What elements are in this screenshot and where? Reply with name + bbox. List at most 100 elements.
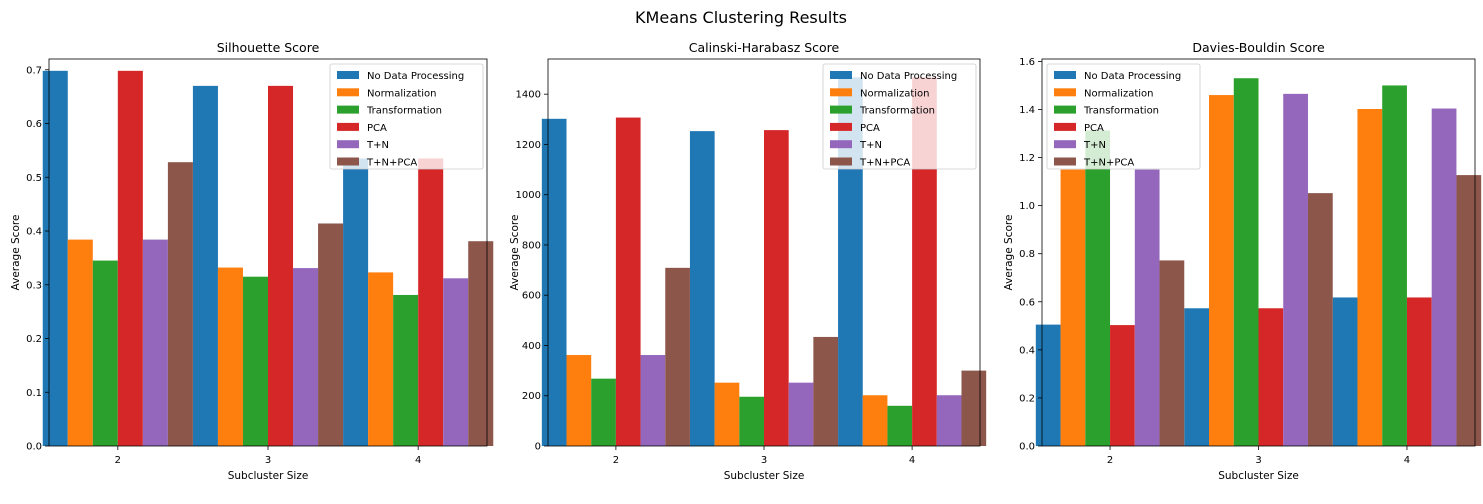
bar-2-3	[1209, 95, 1234, 446]
legend-entry: T+N	[1083, 140, 1106, 151]
bar-3-3	[242, 276, 268, 446]
y-tick-label: 0.3	[26, 280, 42, 291]
legend-swatch	[337, 140, 359, 149]
legend-swatch	[337, 157, 359, 166]
bar-2-4	[1357, 109, 1383, 446]
y-tick-label: 0	[535, 442, 541, 453]
legend: No Data Processing Normalization Transform…	[329, 63, 484, 170]
bar-1-2	[42, 70, 68, 446]
bar-3-3	[739, 396, 764, 446]
bar-5-2	[142, 239, 168, 446]
y-tick-label: 0.6	[26, 119, 42, 130]
legend-swatch	[337, 122, 359, 131]
legend-swatch	[830, 71, 852, 79]
y-tick-label: 1.0	[1019, 201, 1035, 212]
x-tick-label: 3	[761, 455, 767, 466]
y-tick-label: 800	[522, 240, 541, 251]
legend-entry: T+N	[859, 140, 882, 151]
y-tick-label: 200	[522, 391, 541, 402]
chart-title: Calinski-Harabasz Score	[689, 40, 840, 55]
legend-swatch	[1054, 140, 1076, 149]
legend-entry: No Data Processing	[1084, 71, 1181, 82]
x-tick-label: 3	[1255, 455, 1261, 466]
x-axis-label: Subcluster Size	[1218, 470, 1299, 482]
x-tick-label: 2	[115, 455, 121, 466]
legend-entry: PCA	[1084, 123, 1104, 134]
bar-6-4	[468, 241, 494, 446]
bar-6-4	[961, 370, 987, 446]
legend-swatch	[1054, 157, 1076, 166]
legend-entry: T+N	[366, 140, 389, 151]
bar-3-3	[1233, 78, 1259, 446]
legend-swatch	[830, 157, 852, 166]
bar-3-4	[393, 294, 419, 446]
bar-2-4	[862, 395, 888, 446]
bar-4-2	[1110, 325, 1135, 446]
legend-entry: T+N+PCA	[1083, 158, 1134, 169]
legend-swatch	[830, 88, 852, 97]
legend-entry: Normalization	[860, 88, 930, 99]
legend-entry: Normalization	[367, 88, 437, 99]
bar-6-3	[318, 223, 344, 446]
y-tick-label: 0.7	[26, 65, 42, 76]
bar-5-3	[1283, 93, 1308, 446]
legend-entry: PCA	[367, 123, 387, 134]
x-tick-label: 2	[613, 455, 619, 466]
legend-entry: T+N+PCA	[859, 158, 910, 169]
bar-4-4	[418, 158, 444, 446]
bar-5-4	[443, 278, 469, 446]
chart-panel-2: 0 200 400 600 800 1000 1200 1400 2 3 4 Calinski-Har…	[509, 40, 987, 482]
legend-entry: Transformation	[859, 106, 935, 117]
bar-4-2	[117, 70, 143, 446]
legend-box	[822, 63, 977, 170]
y-tick-label: 0.2	[26, 334, 42, 345]
legend-swatch	[830, 105, 852, 114]
legend-swatch	[1054, 88, 1076, 97]
legend-swatch	[337, 71, 359, 79]
y-tick-label: 1000	[516, 190, 541, 201]
legend-entry: No Data Processing	[367, 71, 464, 82]
y-axis-label: Average Score	[1003, 215, 1015, 291]
bar-1-3	[689, 131, 715, 446]
y-tick-label: 0.5	[26, 173, 42, 184]
legend-swatch	[830, 140, 852, 149]
bar-5-3	[293, 268, 319, 446]
x-tick-label: 2	[1107, 455, 1113, 466]
y-tick-label: 1.4	[1019, 105, 1035, 116]
bar-2-2	[566, 355, 592, 446]
bar-5-4	[936, 395, 962, 446]
legend-swatch	[1054, 105, 1076, 114]
y-tick-label: 0.2	[1019, 393, 1035, 404]
legend-box	[329, 63, 484, 170]
y-tick-label: 0.4	[26, 227, 42, 238]
legend-entry: Transformation	[1083, 106, 1159, 117]
x-tick-label: 3	[265, 455, 271, 466]
bar-1-2	[1035, 324, 1061, 446]
bar-2-4	[368, 272, 394, 446]
legend-swatch	[337, 105, 359, 114]
chart-panel-1: 0.0 0.1 0.2 0.3 0.4 0.5 0.6 0.7 2 3 4 Silhouette Sc…	[10, 40, 494, 482]
bar-3-2	[591, 378, 616, 446]
chart-panel-3: 0.0 0.2 0.4 0.6 0.8 1.0 1.2 1.4 1.6 2 3 4 Davies-Bou…	[1003, 40, 1482, 482]
bar-1-4	[1332, 297, 1358, 446]
bar-4-4	[1406, 297, 1432, 446]
bar-3-4	[1382, 85, 1407, 446]
bar-1-2	[541, 118, 567, 446]
y-axis-label: Average Score	[509, 215, 521, 291]
legend-swatch	[1054, 71, 1076, 79]
bar-4-3	[268, 85, 294, 447]
chart-title: Davies-Bouldin Score	[1192, 40, 1325, 55]
x-tick-label: 4	[909, 455, 915, 466]
bar-2-2	[1060, 169, 1086, 446]
legend-swatch	[830, 122, 852, 131]
y-axis-label: Average Score	[10, 215, 22, 291]
bar-1-3	[192, 85, 218, 447]
legend-entry: Normalization	[1084, 88, 1154, 99]
legend: No Data Processing Normalization Transform…	[1046, 63, 1201, 170]
legend: No Data Processing Normalization Transform…	[822, 63, 977, 170]
bar-2-3	[217, 267, 243, 446]
legend-entry: T+N+PCA	[366, 158, 417, 169]
y-tick-label: 0.8	[1019, 249, 1035, 260]
bar-2-2	[67, 239, 93, 446]
